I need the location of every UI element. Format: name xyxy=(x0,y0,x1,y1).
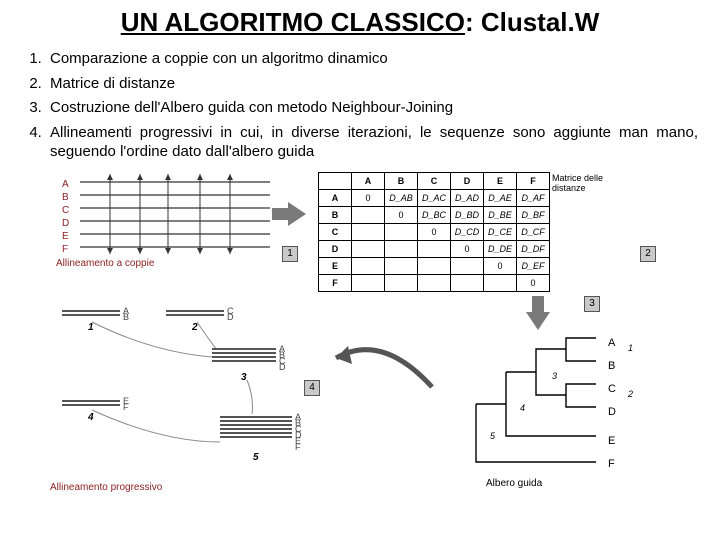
step-badge: 2 xyxy=(640,246,656,262)
step-item: Allineamenti progressivi in cui, in dive… xyxy=(46,122,698,166)
slide-title: UN ALGORITMO CLASSICO: Clustal.W xyxy=(22,8,698,38)
tree-icon xyxy=(436,328,636,478)
step-item: Costruzione dell'Albero guida con metodo… xyxy=(46,97,698,122)
diagram-area: A B C D E F xyxy=(22,172,698,502)
step-item: Comparazione a coppie con un algoritmo d… xyxy=(46,48,698,73)
progressive-cluster: EF4 xyxy=(62,398,120,408)
progressive-cluster: ABCD3 xyxy=(212,346,276,364)
progressive-cluster: ABCDEF5 xyxy=(220,414,292,440)
sequence-labels: A B C D E F xyxy=(62,178,69,256)
panel-matrix: A B C D E F A0D_ABD_ACD_ADD_AED_AF B0D_B… xyxy=(318,172,636,292)
distance-table: A B C D E F A0D_ABD_ACD_ADD_AED_AF B0D_B… xyxy=(318,172,550,292)
panel4-caption: Allineamento progressivo xyxy=(50,482,162,493)
title-rest: : Clustal.W xyxy=(465,7,599,37)
panel2-caption: Matrice delle distanze xyxy=(552,174,632,194)
step-item: Matrice di distanze xyxy=(46,73,698,98)
arrow-right-icon xyxy=(288,202,306,226)
panel-progressive: Allineamento progressivo AB1 CD2 ABCD3 EF4 A… xyxy=(52,302,322,502)
step-list: Comparazione a coppie con un algoritmo d… xyxy=(22,48,698,166)
step-badge: 1 xyxy=(282,246,298,262)
curve-arrow-icon xyxy=(322,322,442,402)
pairwise-lines-icon xyxy=(80,172,280,258)
panel3-caption: Albero guida xyxy=(486,478,542,489)
progressive-cluster: CD2 xyxy=(166,308,224,318)
progressive-cluster: AB1 xyxy=(62,308,120,318)
slide: UN ALGORITMO CLASSICO: Clustal.W Compara… xyxy=(0,0,720,540)
step-badge: 3 xyxy=(584,296,600,312)
panel-pairwise: A B C D E F xyxy=(62,172,292,282)
title-underlined: UN ALGORITMO CLASSICO xyxy=(121,7,465,37)
panel-tree: A B C D E F 1 2 3 4 5 Albero guida xyxy=(436,328,666,498)
tree-leaf-labels: A B C D E F xyxy=(608,332,616,476)
panel1-caption: Allineamento a coppie xyxy=(56,258,154,269)
